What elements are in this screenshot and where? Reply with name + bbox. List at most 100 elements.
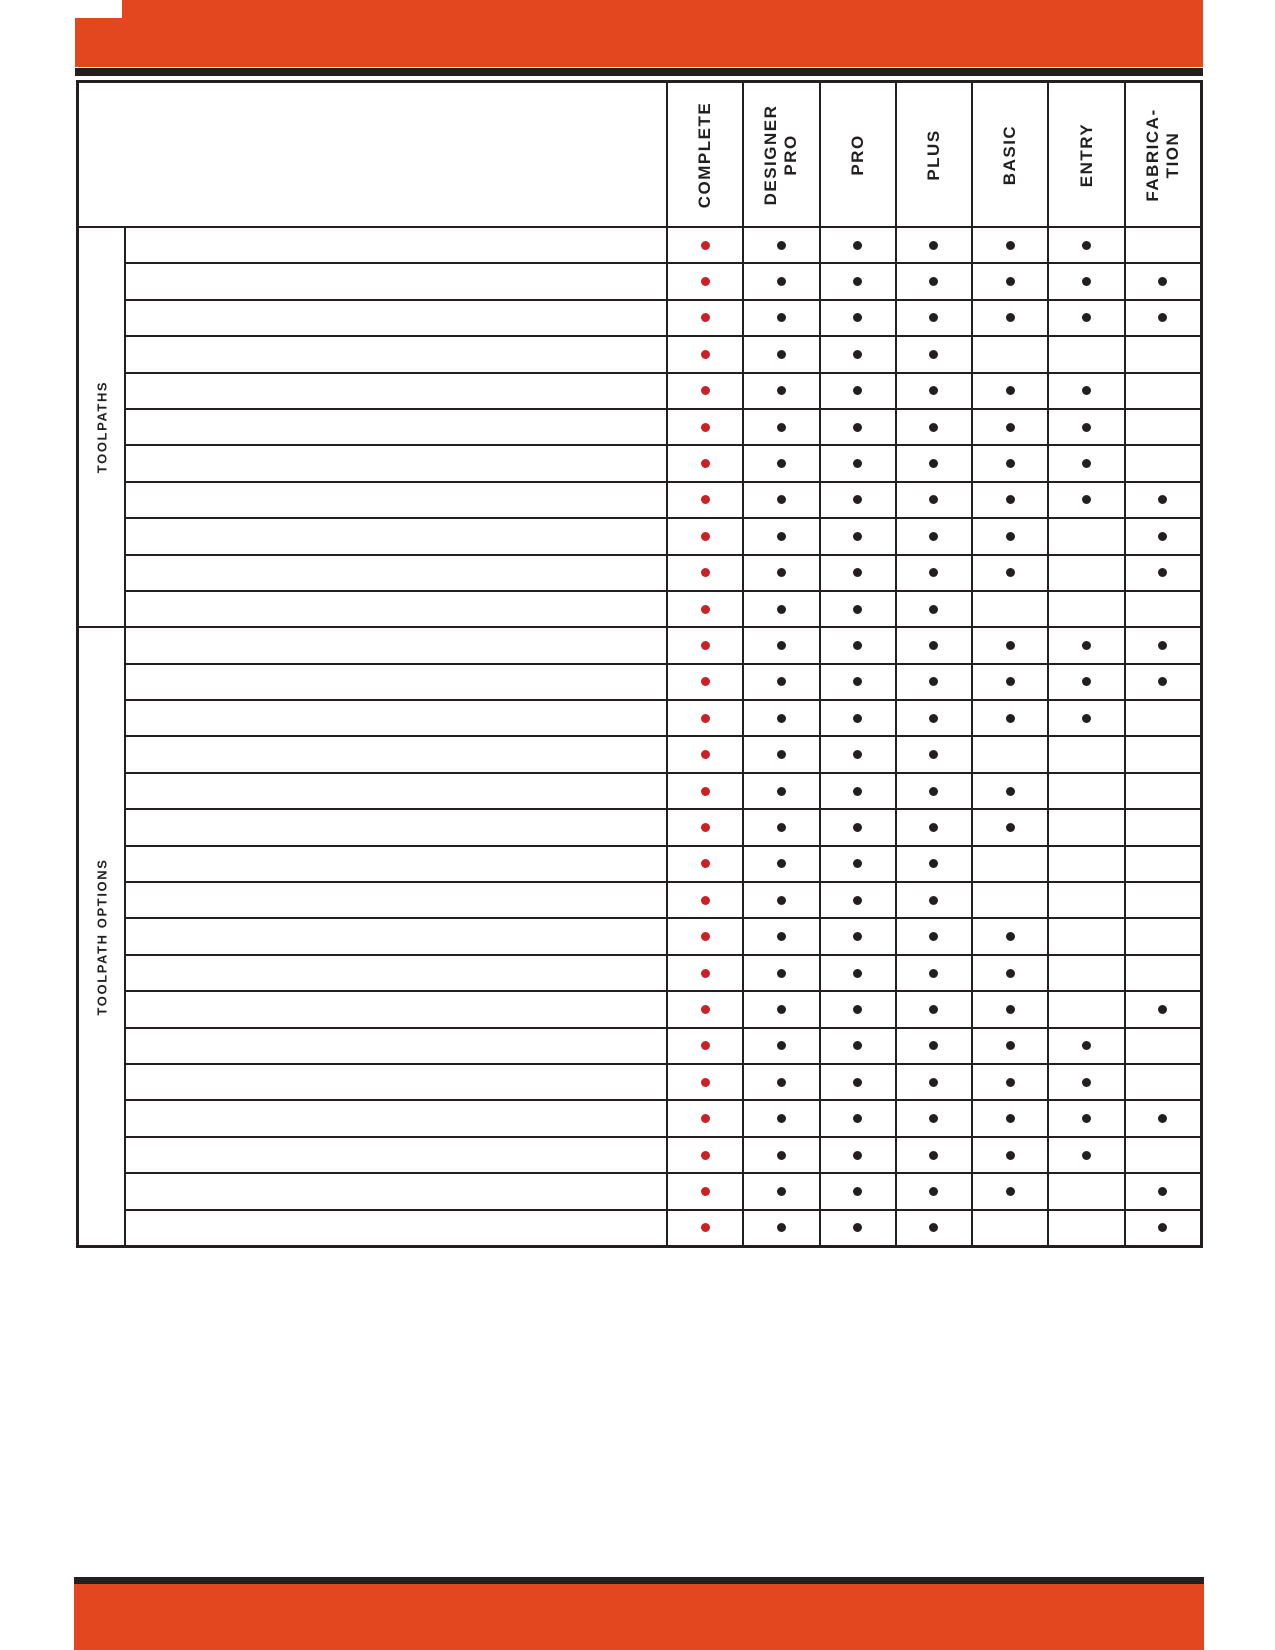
availability-cell-plus <box>896 992 972 1027</box>
availability-dot <box>853 677 863 687</box>
availability-cell-pro <box>820 773 895 809</box>
availability-dot <box>929 313 939 323</box>
availability-dot <box>776 1041 786 1051</box>
table-corner-cell <box>79 83 666 226</box>
availability-cell-basic <box>973 773 1048 809</box>
column-header-entry: ENTRY <box>1049 83 1124 226</box>
availability-dot <box>1005 968 1015 978</box>
availability-dot <box>776 386 786 396</box>
availability-cell-pro <box>820 300 895 336</box>
availability-cell-fabrication <box>1125 409 1200 445</box>
availability-dot <box>776 459 786 469</box>
availability-cell-designer-pro <box>744 919 819 954</box>
availability-dot <box>1082 677 1092 687</box>
availability-cell-basic <box>973 1065 1048 1100</box>
availability-cell-fabrication <box>1125 846 1200 882</box>
availability-dot <box>853 822 863 832</box>
availability-dot <box>700 822 710 832</box>
availability-dot <box>700 968 710 978</box>
feature-name-cell <box>126 1028 666 1064</box>
availability-cell-pro <box>820 555 895 590</box>
availability-cell-complete <box>668 955 743 991</box>
availability-cell-designer-pro <box>744 591 819 627</box>
availability-cell-plus <box>896 1028 972 1064</box>
availability-cell-complete <box>668 1028 743 1064</box>
availability-dot <box>700 277 710 287</box>
availability-cell-pro <box>820 337 895 372</box>
availability-cell-fabrication <box>1125 300 1200 336</box>
row-group-label-toolpath-options: TOOLPATH OPTIONS <box>79 628 124 1245</box>
column-header-label: PRO <box>847 133 867 176</box>
feature-name-cell <box>126 992 666 1027</box>
availability-cell-basic <box>973 1028 1048 1064</box>
availability-cell-plus <box>896 1174 972 1209</box>
availability-cell-pro <box>820 1210 895 1245</box>
availability-cell-fabrication <box>1125 701 1200 736</box>
availability-dot <box>776 1077 786 1087</box>
availability-cell-complete <box>668 1065 743 1100</box>
availability-dot <box>929 1077 939 1087</box>
availability-dot <box>929 240 939 250</box>
availability-cell-complete <box>668 1137 743 1173</box>
availability-cell-complete <box>668 409 743 445</box>
availability-cell-plus <box>896 846 972 882</box>
availability-cell-pro <box>820 737 895 772</box>
availability-dot <box>776 641 786 650</box>
availability-cell-fabrication <box>1125 992 1200 1027</box>
column-header-basic: BASIC <box>973 83 1048 226</box>
availability-dot <box>1158 495 1168 505</box>
availability-dot <box>929 568 939 578</box>
availability-dot <box>929 1150 939 1160</box>
availability-cell-pro <box>820 446 895 481</box>
availability-dot <box>1082 277 1092 287</box>
availability-dot <box>853 750 863 760</box>
availability-cell-complete <box>668 446 743 481</box>
availability-cell-designer-pro <box>744 373 819 408</box>
availability-cell-entry <box>1049 1137 1124 1173</box>
availability-cell-designer-pro <box>744 701 819 736</box>
availability-dot <box>929 495 939 505</box>
feature-name-cell <box>126 591 666 627</box>
availability-dot <box>776 277 786 287</box>
column-header-label: ENTRY <box>1076 122 1096 187</box>
availability-dot <box>1005 786 1015 796</box>
availability-cell-entry <box>1049 992 1124 1027</box>
availability-cell-pro <box>820 373 895 408</box>
availability-dot <box>1082 313 1092 323</box>
feature-name-cell <box>126 846 666 882</box>
availability-cell-complete <box>668 519 743 554</box>
availability-cell-fabrication <box>1125 264 1200 299</box>
availability-dot <box>1082 1077 1092 1087</box>
availability-dot <box>853 349 863 359</box>
column-header-label: PLUS <box>923 128 943 181</box>
availability-cell-basic <box>973 737 1048 772</box>
availability-cell-plus <box>896 555 972 590</box>
feature-name-cell <box>126 337 666 372</box>
availability-dot <box>929 1114 939 1124</box>
availability-cell-fabrication <box>1125 773 1200 809</box>
availability-cell-designer-pro <box>744 1137 819 1173</box>
availability-dot <box>929 641 939 650</box>
availability-dot <box>929 422 939 432</box>
availability-cell-designer-pro <box>744 264 819 299</box>
availability-cell-plus <box>896 628 972 663</box>
availability-dot <box>1158 277 1168 287</box>
availability-cell-plus <box>896 373 972 408</box>
availability-cell-pro <box>820 1065 895 1100</box>
availability-cell-fabrication <box>1125 373 1200 408</box>
availability-dot <box>929 386 939 396</box>
availability-dot <box>700 713 710 723</box>
availability-cell-plus <box>896 773 972 809</box>
availability-cell-fabrication <box>1125 591 1200 627</box>
availability-dot <box>853 459 863 469</box>
availability-dot <box>1005 459 1015 469</box>
availability-dot <box>700 531 710 541</box>
availability-cell-complete <box>668 883 743 918</box>
availability-dot <box>929 968 939 978</box>
availability-dot <box>776 713 786 723</box>
availability-dot <box>700 1041 710 1051</box>
availability-cell-fabrication <box>1125 446 1200 481</box>
column-header-fabrication: FABRICA- TION <box>1125 83 1200 226</box>
availability-cell-complete <box>668 300 743 336</box>
availability-cell-basic <box>973 373 1048 408</box>
